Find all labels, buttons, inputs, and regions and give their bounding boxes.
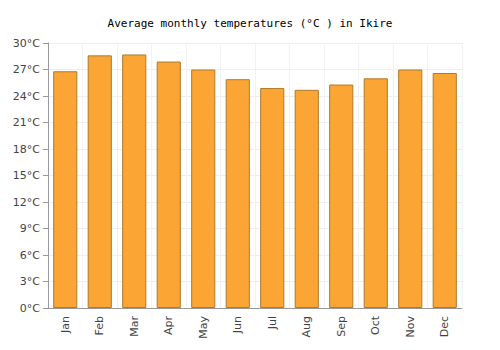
- svg-text:Oct: Oct: [369, 315, 382, 335]
- svg-text:6°C: 6°C: [20, 249, 40, 262]
- svg-text:9°C: 9°C: [20, 222, 40, 235]
- svg-text:Dec: Dec: [438, 316, 451, 337]
- svg-text:Jul: Jul: [266, 316, 279, 330]
- svg-text:24°C: 24°C: [13, 90, 40, 103]
- svg-text:12°C: 12°C: [13, 196, 40, 209]
- svg-text:30°C: 30°C: [13, 37, 40, 50]
- svg-text:27°C: 27°C: [13, 63, 40, 76]
- svg-text:Nov: Nov: [404, 316, 417, 338]
- svg-text:Aug: Aug: [300, 316, 313, 337]
- svg-text:Average monthly temperatures (: Average monthly temperatures (°C ) in Ik…: [108, 17, 393, 30]
- svg-text:May: May: [197, 316, 210, 339]
- svg-text:Sep: Sep: [335, 316, 348, 337]
- svg-text:15°C: 15°C: [13, 169, 40, 182]
- svg-text:21°C: 21°C: [13, 116, 40, 129]
- svg-text:Jan: Jan: [59, 316, 72, 334]
- svg-text:Mar: Mar: [128, 316, 141, 337]
- svg-text:Feb: Feb: [93, 316, 106, 335]
- svg-text:0°C: 0°C: [20, 302, 40, 315]
- svg-text:3°C: 3°C: [20, 275, 40, 288]
- svg-text:18°C: 18°C: [13, 143, 40, 156]
- svg-text:Jun: Jun: [231, 316, 244, 334]
- svg-text:Apr: Apr: [162, 316, 175, 336]
